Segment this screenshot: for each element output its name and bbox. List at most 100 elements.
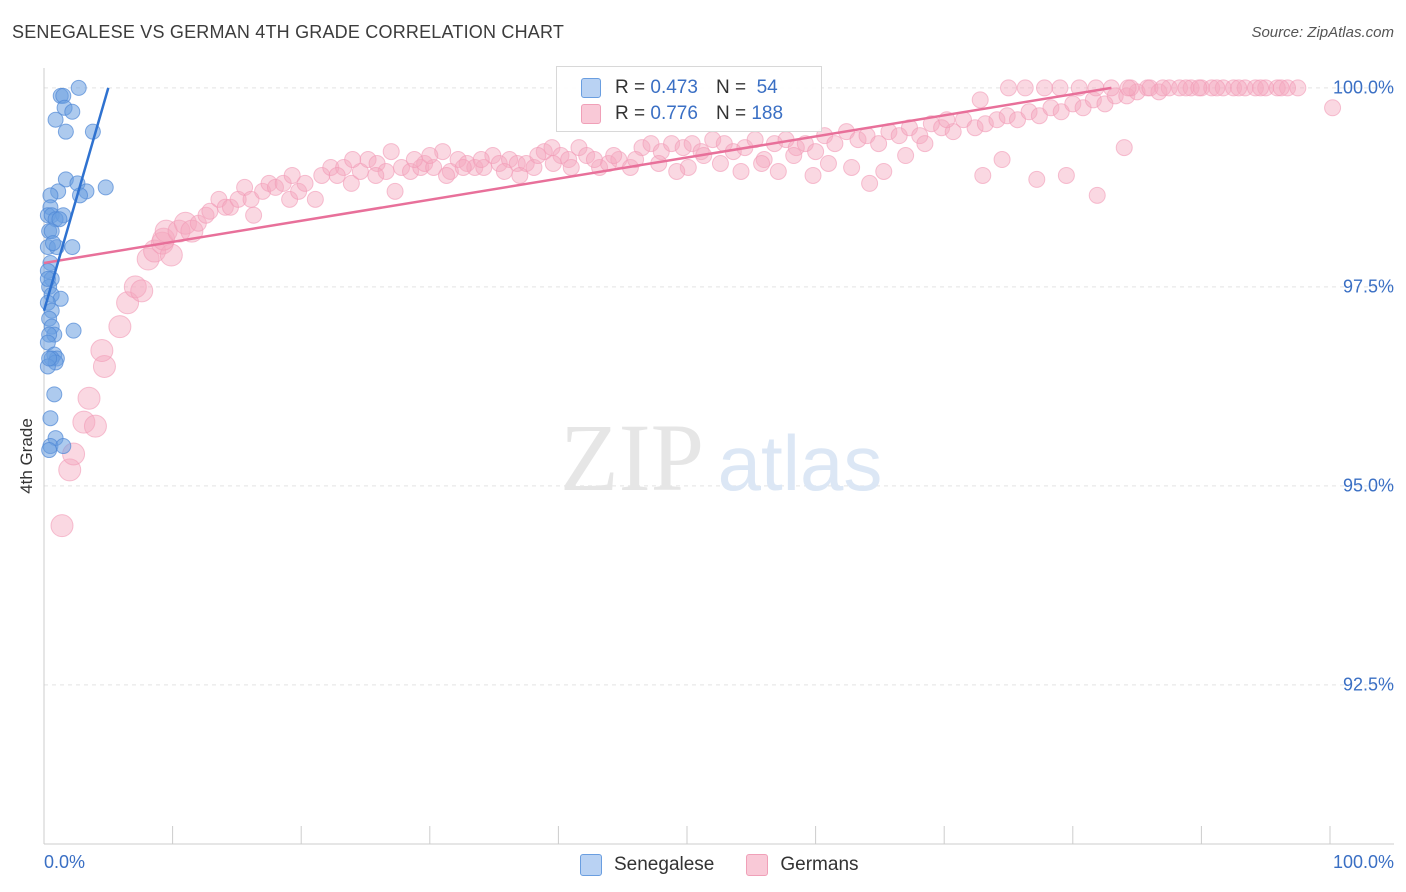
- german-point: [916, 135, 934, 153]
- german-point: [245, 206, 263, 224]
- senegalese-point: [46, 386, 63, 403]
- senegalese-r-value: 0.473: [650, 77, 698, 98]
- german-point: [1057, 166, 1075, 184]
- german-point: [1036, 79, 1054, 97]
- watermark-zip: ZIP: [560, 404, 704, 511]
- senegalese-point: [55, 438, 72, 455]
- german-point: [438, 166, 456, 184]
- german-point: [1028, 170, 1046, 188]
- german-point: [393, 158, 411, 176]
- legend-row-senegalese: R = 0.473 N = 54: [581, 75, 778, 101]
- legend-row-germans: R = 0.776 N = 188: [581, 101, 783, 127]
- german-point: [974, 166, 992, 184]
- german-point: [266, 178, 284, 196]
- german-point: [386, 182, 404, 200]
- german-point: [1106, 87, 1124, 105]
- senegalese-point: [64, 239, 81, 256]
- senegalese-trend-line: [42, 87, 110, 312]
- y-tick-label: 100.0%: [1332, 77, 1394, 98]
- german-point: [769, 162, 787, 180]
- german-point: [328, 166, 346, 184]
- german-point: [359, 151, 377, 169]
- german-point: [344, 151, 362, 169]
- senegalese-swatch: [580, 854, 602, 876]
- source-label: Source: ZipAtlas.com: [1251, 24, 1394, 41]
- german-point: [296, 174, 314, 192]
- german-point: [753, 155, 771, 173]
- watermark-atlas: atlas: [718, 419, 883, 507]
- german-point: [1272, 79, 1290, 97]
- n-label: N =: [715, 103, 747, 124]
- senegalese-point: [45, 235, 62, 252]
- german-point: [1257, 79, 1275, 97]
- senegalese-point: [41, 350, 58, 367]
- german-point: [1203, 79, 1221, 97]
- german-point: [1087, 79, 1105, 97]
- german-point: [1154, 79, 1172, 97]
- german-point: [1177, 79, 1195, 97]
- german-point: [1052, 103, 1070, 121]
- german-point: [1279, 79, 1297, 97]
- y-tick-label: 92.5%: [1342, 674, 1394, 695]
- german-point: [875, 162, 893, 180]
- germans-r-value: 0.776: [650, 103, 698, 124]
- r-label: R =: [615, 103, 646, 124]
- german-point: [1236, 79, 1254, 97]
- german-point: [897, 147, 915, 165]
- german-point: [77, 386, 101, 410]
- german-point: [1171, 79, 1189, 97]
- german-point: [136, 247, 160, 271]
- german-point: [1088, 186, 1106, 204]
- senegalese-points: [39, 79, 114, 459]
- german-point: [578, 147, 596, 165]
- germans-swatch: [581, 104, 601, 124]
- german-point: [674, 139, 692, 157]
- german-point: [405, 151, 423, 169]
- german-point: [50, 514, 74, 538]
- german-point: [843, 158, 861, 176]
- german-point: [1000, 79, 1017, 97]
- german-point: [988, 111, 1006, 129]
- german-point: [1042, 99, 1060, 117]
- german-point: [1064, 95, 1082, 113]
- german-point: [1009, 111, 1027, 129]
- legend-item-senegalese[interactable]: Senegalese: [580, 854, 714, 876]
- n-label: N =: [715, 77, 747, 98]
- german-point: [1324, 99, 1342, 117]
- german-point: [627, 151, 645, 169]
- german-point: [870, 135, 888, 153]
- german-point: [826, 135, 844, 153]
- german-point: [1115, 139, 1133, 157]
- german-point: [1252, 79, 1270, 97]
- legend-label-germans: Germans: [780, 854, 859, 875]
- german-point: [108, 315, 132, 339]
- germans-trend-line: [43, 86, 1112, 265]
- senegalese-point: [57, 123, 74, 140]
- germans-n-value: 188: [751, 103, 784, 124]
- trend-lines: [42, 86, 1112, 312]
- german-point: [1030, 107, 1048, 125]
- x-tick-label-max: 100.0%: [1332, 852, 1394, 872]
- series-legend: Senegalese Germans: [580, 852, 891, 878]
- german-point: [819, 155, 837, 173]
- german-point: [472, 151, 490, 169]
- y-axis-label: 4th Grade: [17, 418, 36, 494]
- german-point: [367, 166, 385, 184]
- german-point: [495, 162, 513, 180]
- german-point: [511, 166, 529, 184]
- senegalese-point: [51, 211, 68, 228]
- german-point: [1141, 79, 1159, 97]
- german-point: [1268, 79, 1286, 97]
- german-point: [544, 155, 562, 173]
- german-point: [1016, 79, 1034, 97]
- senegalese-point: [41, 442, 58, 459]
- german-point: [167, 219, 191, 243]
- german-point: [434, 143, 452, 161]
- german-point: [342, 174, 360, 192]
- legend-item-germans[interactable]: Germans: [746, 854, 859, 876]
- german-point: [382, 143, 400, 161]
- chart-title: SENEGALESE VS GERMAN 4TH GRADE CORRELATI…: [12, 22, 565, 42]
- x-ticks: [43, 826, 1331, 844]
- german-point: [90, 339, 114, 363]
- senegalese-point: [64, 103, 81, 120]
